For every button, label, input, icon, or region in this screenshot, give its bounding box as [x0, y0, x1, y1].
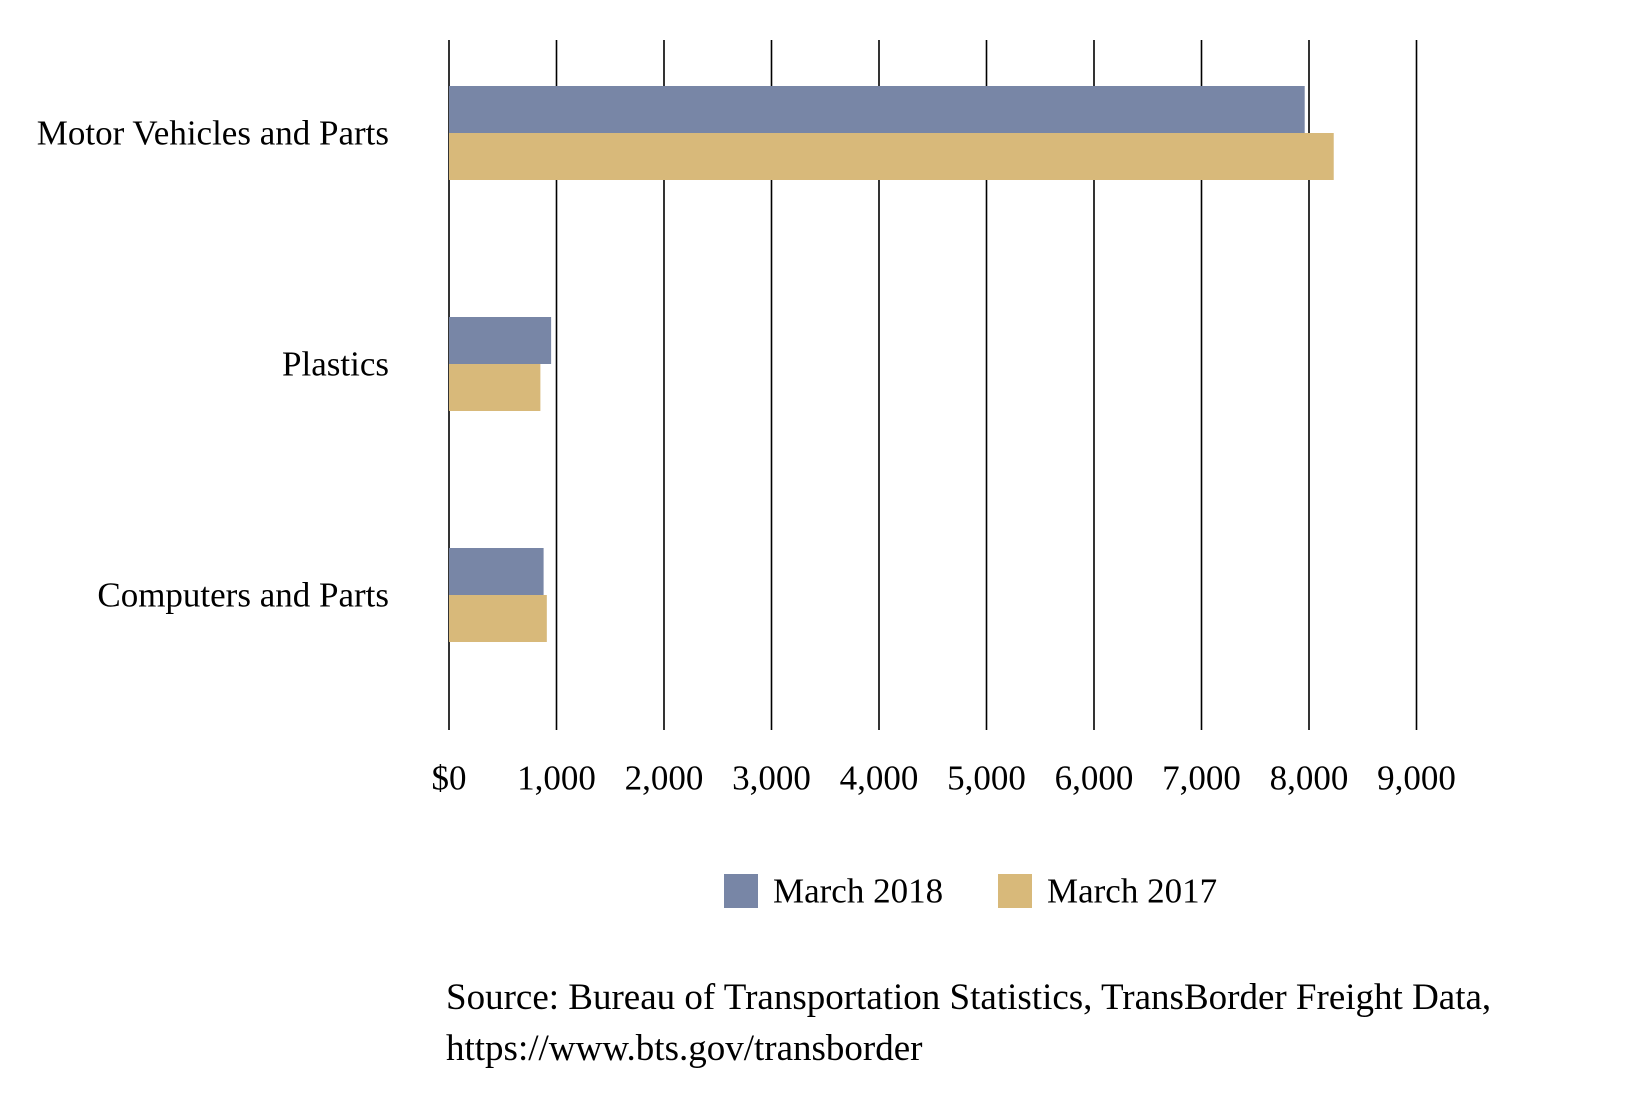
- category-label-motor-vehicles-and-parts: Motor Vehicles and Parts: [37, 114, 389, 153]
- x-tick-label-2: 2,000: [625, 759, 704, 798]
- bar-motor-vehicles-and-parts-march-2017: [449, 133, 1334, 180]
- x-tick-label-7: 7,000: [1162, 759, 1241, 798]
- x-tick-label-8: 8,000: [1270, 759, 1349, 798]
- bar-computers-and-parts-march-2018: [449, 548, 544, 595]
- x-tick-label-3: 3,000: [732, 759, 811, 798]
- x-tick-label-1: 1,000: [517, 759, 596, 798]
- bar-plastics-march-2017: [449, 364, 541, 411]
- x-tick-label-4: 4,000: [840, 759, 919, 798]
- x-tick-label-6: 6,000: [1055, 759, 1134, 798]
- bars: [449, 86, 1334, 642]
- legend-label-march-2018: March 2018: [773, 872, 943, 911]
- bar-plastics-march-2018: [449, 317, 552, 364]
- x-tick-label-9: 9,000: [1377, 759, 1456, 798]
- x-tick-label-0: $0: [432, 759, 467, 798]
- category-labels: Motor Vehicles and Parts Plastics Computer…: [37, 114, 389, 615]
- legend-swatch-march-2018: [724, 874, 758, 908]
- category-label-computers-and-parts: Computers and Parts: [97, 576, 389, 615]
- legend-label-march-2017: March 2017: [1047, 872, 1217, 911]
- x-tick-label-5: 5,000: [947, 759, 1026, 798]
- bar-computers-and-parts-march-2017: [449, 595, 547, 642]
- category-label-plastics: Plastics: [282, 345, 389, 384]
- x-tick-labels: $0 1,000 2,000 3,000 4,000 5,000 6,000 7,000 8,0…: [432, 759, 1456, 798]
- source-line-2: https://www.bts.gov/transborder: [446, 1028, 923, 1069]
- source-line-1: Source: Bureau of Transportation Statist…: [446, 977, 1492, 1018]
- source-note: Source: Bureau of Transportation Statist…: [446, 972, 1491, 1074]
- legend: March 2018 March 2017: [724, 872, 1217, 911]
- legend-swatch-march-2017: [998, 874, 1032, 908]
- bar-motor-vehicles-and-parts-march-2018: [449, 86, 1305, 133]
